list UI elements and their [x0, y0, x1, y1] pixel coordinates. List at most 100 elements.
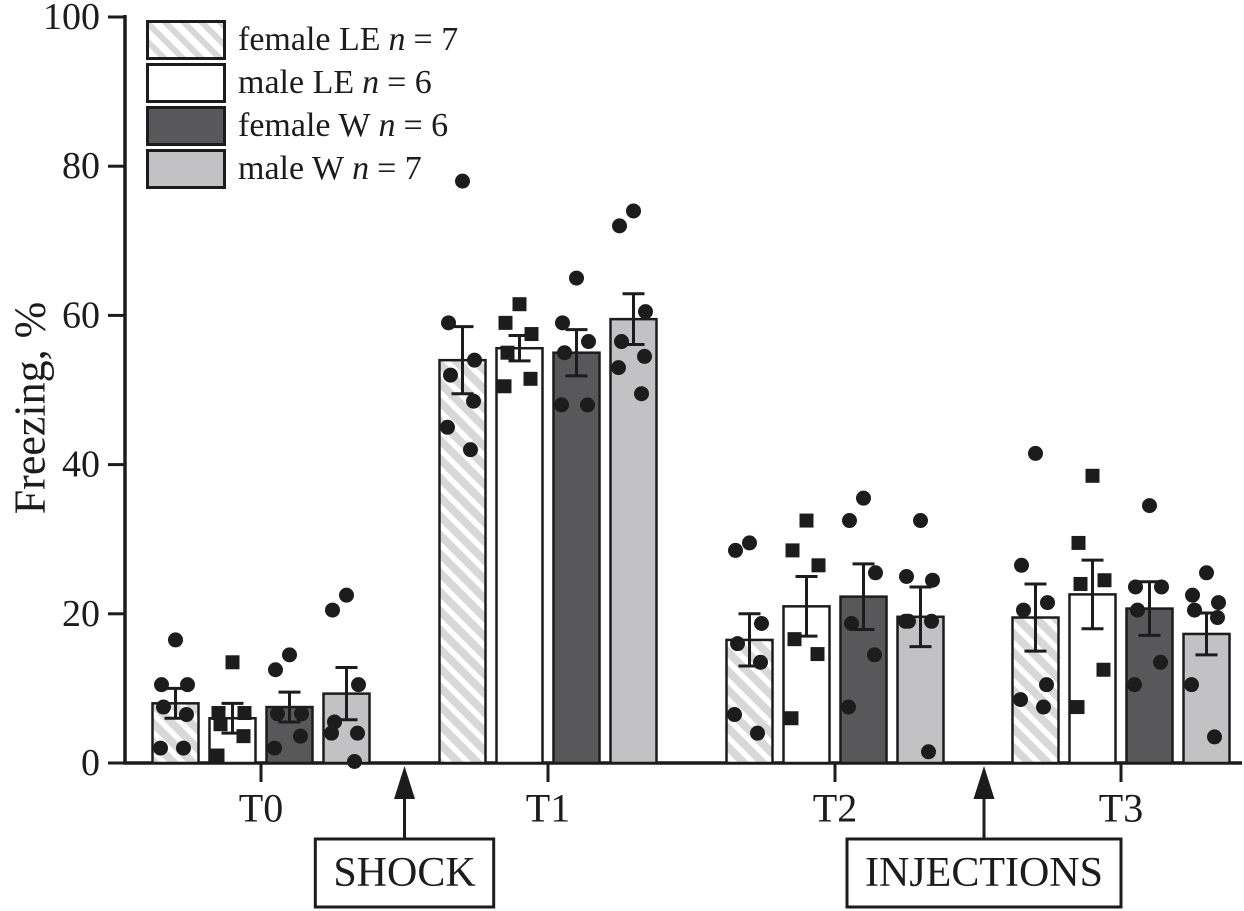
data-point: [351, 677, 366, 693]
data-point: [467, 352, 482, 368]
data-point: [1039, 677, 1054, 693]
data-point: [844, 615, 859, 631]
data-point: [1153, 654, 1168, 670]
data-point: [637, 348, 652, 364]
data-point: [1013, 692, 1028, 708]
data-point: [626, 203, 641, 219]
data-point: [156, 699, 171, 715]
data-point: [785, 543, 800, 558]
data-point: [347, 754, 362, 770]
y-tick-label: 20: [62, 593, 100, 635]
legend-label-n-symbol: n: [362, 64, 380, 101]
data-point: [784, 711, 799, 726]
data-point: [1185, 587, 1200, 603]
data-point: [899, 569, 914, 584]
data-point: [440, 419, 455, 435]
data-point: [842, 513, 857, 529]
data-point: [1199, 565, 1214, 581]
data-point: [913, 513, 928, 529]
error-bar-male-LE-T3: [1081, 558, 1104, 631]
data-point: [614, 334, 629, 350]
data-point: [324, 725, 339, 741]
data-point: [799, 513, 814, 528]
legend-label-group: female LE: [238, 21, 381, 58]
data-point: [1130, 602, 1145, 618]
legend-swatch-hatch: [146, 20, 226, 60]
data-point: [554, 397, 569, 413]
data-point: [1184, 677, 1199, 693]
data-point: [180, 677, 195, 693]
legend-label-n-value: = 6: [387, 64, 432, 101]
data-point: [523, 371, 538, 386]
data-point: [634, 386, 649, 402]
data-point: [925, 572, 940, 588]
data-point: [512, 297, 527, 312]
data-point: [810, 647, 825, 662]
data-point: [557, 345, 572, 361]
y-tick-label: 40: [62, 444, 100, 486]
data-point: [1187, 602, 1202, 618]
data-point: [811, 558, 826, 573]
bar-female-W-T1: [552, 351, 601, 765]
data-point: [168, 632, 183, 648]
legend-swatch-white: [146, 63, 226, 103]
data-point: [742, 535, 757, 551]
data-point: [1142, 498, 1157, 514]
legend-item-male-le: male LE n = 6: [146, 63, 458, 103]
data-point: [267, 740, 282, 756]
shock-annotation-box: [313, 837, 496, 909]
legend-label-n-value: = 7: [377, 150, 422, 187]
data-point: [581, 334, 596, 350]
data-point: [443, 367, 458, 383]
data-point: [225, 655, 240, 670]
data-point: [787, 632, 802, 647]
data-point: [154, 677, 169, 693]
data-point: [153, 740, 168, 756]
y-tick-label: 80: [62, 145, 100, 187]
data-point: [1028, 445, 1043, 461]
data-point: [293, 728, 308, 744]
data-point: [339, 587, 354, 603]
data-point: [176, 740, 191, 756]
data-point: [612, 218, 627, 234]
data-point: [179, 707, 194, 723]
data-point: [1096, 662, 1111, 677]
data-point: [1154, 579, 1169, 595]
data-point: [750, 725, 765, 741]
data-point: [841, 699, 856, 715]
data-point: [754, 615, 769, 631]
data-point: [282, 647, 297, 663]
injections-annotation-label: INJECTIONS: [865, 850, 1103, 896]
x-category-label: T1: [526, 786, 570, 831]
data-point: [1210, 610, 1225, 626]
data-point: [1014, 557, 1029, 573]
data-point: [524, 327, 539, 342]
legend-label: male LE n = 6: [238, 64, 432, 102]
data-point: [210, 748, 225, 763]
data-point: [466, 393, 481, 409]
shock-arrow: [394, 766, 415, 839]
legend-label-group: male W: [238, 150, 345, 187]
data-point: [463, 442, 478, 458]
data-point: [1071, 535, 1086, 550]
x-category-label: T0: [239, 786, 283, 831]
legend-item-female-le: female LE n = 7: [146, 20, 458, 60]
data-point: [638, 304, 653, 320]
data-point: [1128, 579, 1143, 595]
data-point: [1211, 595, 1226, 611]
y-tick-label: 60: [62, 294, 100, 336]
legend-label-n-symbol: n: [378, 107, 396, 144]
data-point: [1207, 729, 1222, 745]
data-point: [867, 647, 882, 663]
error-bar-female-W-T0: [278, 690, 301, 724]
legend-label-n-symbol: n: [352, 150, 370, 187]
legend-label-group: male LE: [238, 64, 355, 101]
data-point: [730, 636, 745, 652]
y-tick-label: 0: [81, 742, 100, 784]
y-axis-title: Freezing, %: [5, 301, 55, 515]
data-point: [580, 397, 595, 413]
data-point: [1085, 468, 1100, 483]
data-point: [500, 345, 515, 360]
